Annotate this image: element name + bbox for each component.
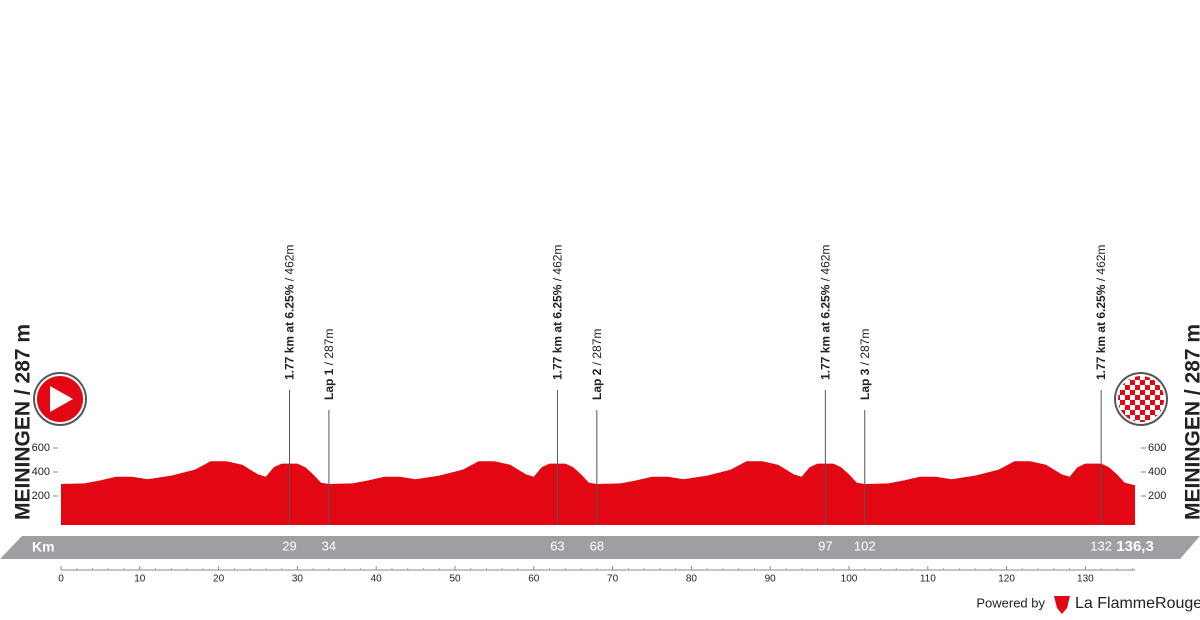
- marker-title: 1.77 km at 6.25%: [551, 284, 565, 380]
- x-tick-label: 120: [998, 574, 1015, 585]
- marker-km: 68: [590, 538, 604, 553]
- marker-title: 1.77 km at 6.25%: [283, 284, 297, 380]
- x-tick-label: 90: [765, 574, 777, 585]
- y-tick-label: 400: [32, 466, 50, 478]
- y-tick-label: 200: [32, 490, 50, 502]
- marker-km: 132: [1090, 538, 1112, 553]
- marker-km: 34: [322, 538, 336, 553]
- brand: La FlammeRouge: [1075, 595, 1200, 612]
- x-tick-label: 20: [213, 574, 225, 585]
- x-tick-label: 80: [686, 574, 698, 585]
- marker-label: 1.77 km at 6.25% / 462m: [1094, 245, 1108, 380]
- x-tick-label: 50: [449, 574, 461, 585]
- marker-km: 102: [854, 538, 876, 553]
- marker-detail: / 462m: [1094, 245, 1108, 285]
- y-tick-label: 400: [1148, 466, 1166, 478]
- x-tick-label: 70: [607, 574, 619, 585]
- marker-km: 29: [282, 538, 296, 553]
- marker-detail: / 287m: [322, 329, 336, 369]
- finish-km: 136,3: [1116, 538, 1154, 555]
- marker-label: 1.77 km at 6.25% / 462m: [551, 245, 565, 380]
- marker-detail: / 287m: [590, 329, 604, 369]
- y-tick-label: 600: [1148, 442, 1166, 454]
- x-axis-label: Km: [32, 539, 55, 555]
- x-tick-label: 130: [1077, 574, 1094, 585]
- x-tick-label: 10: [134, 574, 146, 585]
- finish-label: MEININGEN / 287 m: [1182, 324, 1200, 520]
- x-tick-label: 40: [371, 574, 383, 585]
- start-icon: [33, 372, 87, 426]
- brand-logo: [1054, 596, 1070, 614]
- x-tick-label: 100: [841, 574, 858, 585]
- marker-label: 1.77 km at 6.25% / 462m: [283, 245, 297, 380]
- marker-km: 97: [818, 538, 832, 553]
- marker-detail: / 287m: [858, 329, 872, 369]
- marker-detail: / 462m: [819, 245, 833, 285]
- marker-label: 1.77 km at 6.25% / 462m: [819, 245, 833, 380]
- marker-label: Lap 2 / 287m: [590, 329, 604, 400]
- marker-detail: / 462m: [283, 245, 297, 285]
- marker-title: Lap 1: [322, 368, 336, 400]
- x-tick-label: 110: [920, 574, 936, 585]
- finish-icon: [1114, 372, 1168, 426]
- marker-title: Lap 3: [858, 368, 872, 400]
- powered-by: Powered by: [976, 595, 1045, 610]
- marker-label: Lap 1 / 287m: [322, 329, 336, 400]
- marker-title: 1.77 km at 6.25%: [1094, 284, 1108, 380]
- start-label: MEININGEN / 287 m: [12, 324, 35, 520]
- x-tick-label: 60: [528, 574, 540, 585]
- x-tick-label: 0: [58, 574, 64, 585]
- marker-detail: / 462m: [551, 245, 565, 285]
- marker-label: Lap 3 / 287m: [858, 329, 872, 400]
- marker-title: 1.77 km at 6.25%: [819, 284, 833, 380]
- x-tick-label: 30: [292, 574, 304, 585]
- marker-km: 63: [550, 538, 564, 553]
- elevation-profile: [61, 461, 1136, 525]
- y-tick-label: 600: [32, 442, 50, 454]
- marker-title: Lap 2: [590, 368, 604, 400]
- y-tick-label: 200: [1148, 490, 1166, 502]
- km-band: [0, 536, 1200, 559]
